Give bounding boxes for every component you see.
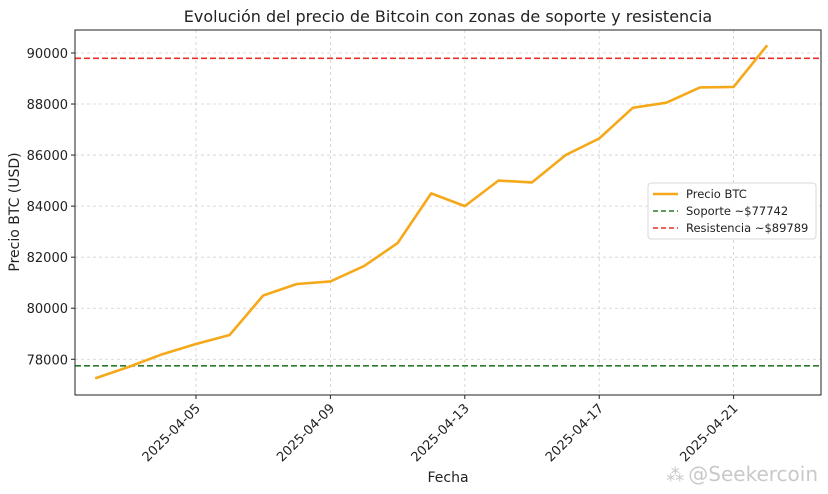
y-axis-label: Precio BTC (USD) (7, 152, 23, 271)
diamond-cluster-icon: ⁂ (666, 465, 685, 486)
x-tick-label: 2025-04-09 (274, 401, 338, 465)
x-tick-label: 2025-04-13 (409, 401, 473, 465)
series-line-precio-btc (94, 44, 769, 380)
legend-label: Resistencia ~$89789 (686, 221, 808, 235)
chart-title: Evolución del precio de Bitcoin con zona… (184, 7, 712, 26)
reference-lines (75, 57, 821, 367)
plot-frame (74, 29, 822, 396)
watermark: ⁂ @Seekercoin (666, 462, 818, 486)
legend-box (647, 182, 817, 240)
y-tick-label: 88000 (27, 98, 68, 113)
legend-label: Soporte ~$77742 (686, 204, 788, 218)
x-axis-label: Fecha (427, 470, 468, 486)
x-tick-label: 2025-04-21 (677, 401, 741, 465)
y-tick-label: 84000 (27, 200, 68, 215)
legend: Precio BTC Soporte ~$77742 Resistencia ~$8… (647, 182, 817, 240)
x-axis-ticks: 2025-04-05 2025-04-09 2025-04-13 2025-04-17… (140, 395, 741, 465)
x-tick-label: 2025-04-05 (140, 401, 204, 465)
x-tick-label: 2025-04-17 (543, 401, 607, 465)
y-tick-label: 82000 (27, 251, 68, 266)
y-axis-ticks: 78000 80000 82000 84000 86000 88000 90000 (27, 47, 75, 368)
y-tick-label: 80000 (27, 302, 68, 317)
y-tick-label: 78000 (27, 353, 68, 368)
y-tick-label: 90000 (27, 47, 68, 62)
y-tick-label: 86000 (27, 149, 68, 164)
legend-label: Precio BTC (686, 187, 747, 201)
series-layer (94, 44, 769, 380)
watermark-text: @Seekercoin (688, 462, 818, 486)
